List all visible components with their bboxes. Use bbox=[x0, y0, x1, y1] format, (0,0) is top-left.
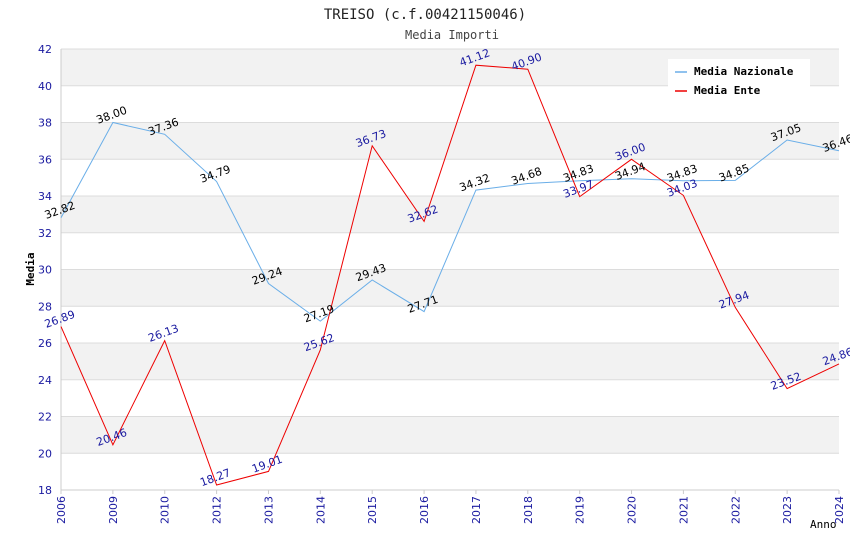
grid-band bbox=[61, 196, 839, 233]
y-tick-labels: 18 20 22 24 26 28 30 32 34 36 38 40 42 bbox=[38, 43, 52, 497]
x-tick-label: 2017 bbox=[470, 496, 483, 524]
y-tick-label: 34 bbox=[38, 190, 52, 203]
x-tick-label: 2020 bbox=[626, 496, 639, 524]
y-tick-label: 28 bbox=[38, 300, 52, 313]
x-tick-label: 2016 bbox=[418, 496, 431, 524]
y-axis-label: Media bbox=[24, 252, 37, 285]
y-tick-label: 26 bbox=[38, 337, 52, 350]
x-tick-label: 2015 bbox=[366, 496, 379, 524]
grid-band bbox=[61, 453, 839, 490]
x-tick-label: 2024 bbox=[833, 496, 846, 524]
y-tick-label: 30 bbox=[38, 264, 52, 277]
x-axis-label: Anno bbox=[810, 518, 837, 531]
grid-band bbox=[61, 306, 839, 343]
y-tick-label: 36 bbox=[38, 153, 52, 166]
x-tick-label: 2021 bbox=[677, 496, 690, 524]
grid-band bbox=[61, 122, 839, 160]
grid-band bbox=[61, 269, 839, 307]
y-tick-label: 22 bbox=[38, 411, 52, 424]
y-tick-label: 38 bbox=[38, 117, 52, 130]
legend: Media Nazionale Media Ente bbox=[668, 59, 810, 100]
x-tick-label: 2014 bbox=[314, 496, 327, 524]
x-tick-label: 2012 bbox=[211, 496, 224, 524]
x-tick-label: 2022 bbox=[729, 496, 742, 524]
grid-band bbox=[61, 159, 839, 196]
grid-band bbox=[61, 416, 839, 454]
grid-bands bbox=[61, 49, 839, 490]
x-tick-label: 2018 bbox=[522, 496, 535, 524]
chart-subtitle: Media Importi bbox=[405, 28, 499, 42]
x-tick-labels: 2006 2009 2010 2012 2013 2014 2015 2016 2017 2018… bbox=[55, 496, 846, 524]
x-tick-label: 2010 bbox=[159, 496, 172, 524]
legend-label-media-ente: Media Ente bbox=[694, 84, 761, 97]
x-tick-label: 2013 bbox=[262, 496, 275, 524]
x-tick-label: 2019 bbox=[574, 496, 587, 524]
legend-label-media-nazionale: Media Nazionale bbox=[694, 65, 794, 78]
legend-box bbox=[668, 59, 810, 100]
series-line-media-ente bbox=[60, 64, 840, 486]
y-tick-label: 18 bbox=[38, 484, 52, 497]
grid-band bbox=[61, 379, 839, 417]
axes bbox=[60, 49, 840, 494]
y-tick-label: 24 bbox=[38, 374, 52, 387]
series-lines bbox=[60, 64, 840, 486]
y-tick-label: 42 bbox=[38, 43, 52, 56]
y-tick-label: 40 bbox=[38, 80, 52, 93]
series-line-media-nazionale bbox=[60, 121, 840, 322]
grid-band bbox=[61, 343, 839, 380]
y-tick-label: 20 bbox=[38, 447, 52, 460]
x-tick-label: 2009 bbox=[107, 496, 120, 524]
x-tick-label: 2023 bbox=[781, 496, 794, 524]
y-tick-label: 32 bbox=[38, 227, 52, 240]
x-tick-label: 2006 bbox=[55, 496, 68, 524]
chart-title: TREISO (c.f.00421150046) bbox=[324, 7, 526, 23]
